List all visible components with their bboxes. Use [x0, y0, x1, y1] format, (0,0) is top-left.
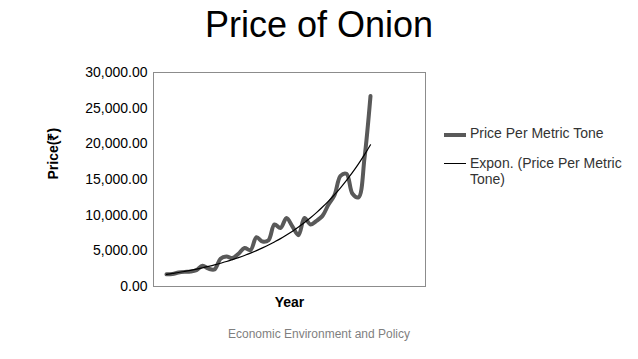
svg-text:10,000.00: 10,000.00 [85, 207, 147, 223]
svg-text:5,000.00: 5,000.00 [93, 242, 148, 258]
svg-text:25,000.00: 25,000.00 [85, 100, 147, 116]
svg-text:Price(₹): Price(₹) [45, 128, 61, 180]
html-text:Price Per Metric Tone: Price Per Metric Tone [470, 125, 604, 141]
html-text:Expon. (Price Per Metric Tone): Expon. (Price Per Metric Tone) [470, 155, 622, 187]
svg-text:30,000.00: 30,000.00 [85, 64, 147, 80]
html-text:Economic Environment and Polic: Economic Environment and Policy [228, 327, 410, 341]
svg-text:15,000.00: 15,000.00 [85, 171, 147, 187]
svg-text:Year: Year [275, 294, 305, 310]
html-text:Price of Onion: Price of Onion [204, 4, 434, 45]
svg-text:20,000.00: 20,000.00 [85, 135, 147, 151]
svg-text:0.00: 0.00 [120, 278, 147, 294]
